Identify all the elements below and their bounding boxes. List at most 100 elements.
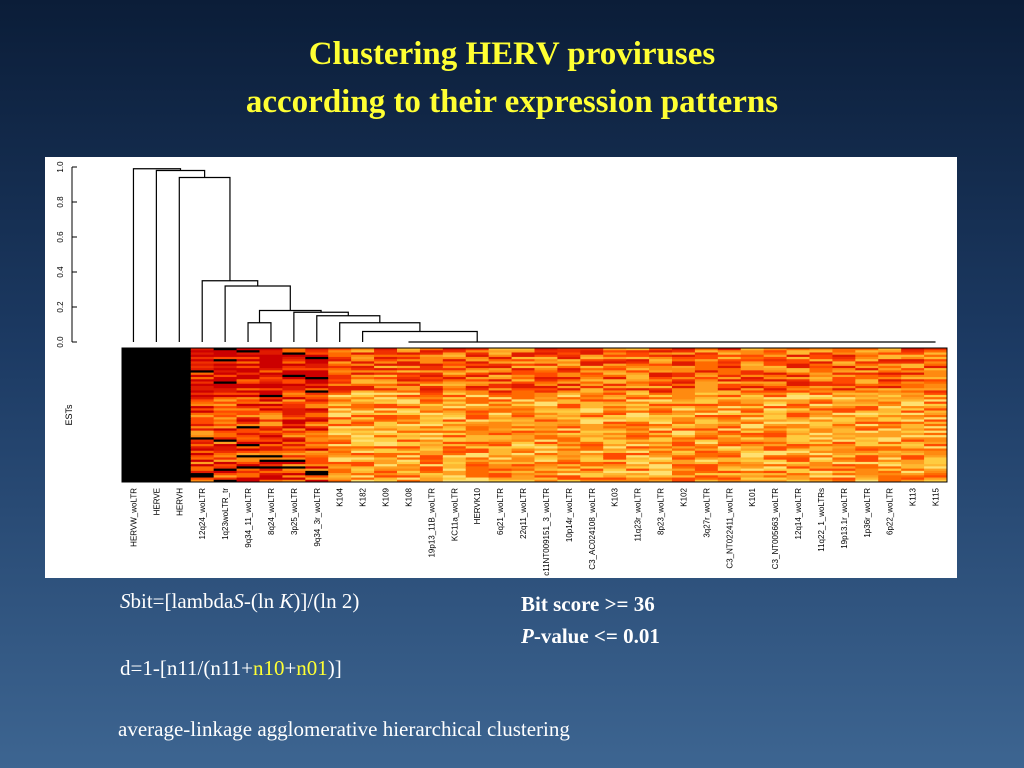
heatmap-cell bbox=[442, 477, 467, 481]
formula-part: d=1-[n11/(n11+ bbox=[120, 656, 253, 680]
heatmap-cell bbox=[351, 381, 375, 385]
heatmap-cell bbox=[374, 439, 398, 443]
heatmap-cell bbox=[786, 403, 810, 407]
heatmap-cell bbox=[305, 372, 329, 376]
heatmap-cell bbox=[122, 408, 146, 412]
heatmap-cell bbox=[832, 403, 856, 407]
heatmap-cell bbox=[557, 426, 581, 429]
heatmap-cell bbox=[442, 394, 467, 398]
heatmap-cell bbox=[649, 430, 673, 434]
heatmap-cell bbox=[305, 412, 329, 416]
heatmap-cell bbox=[144, 457, 169, 461]
heatmap-cell bbox=[740, 461, 765, 465]
heatmap-cell bbox=[717, 354, 742, 358]
heatmap-cell bbox=[580, 464, 604, 467]
heatmap-cell bbox=[167, 356, 192, 360]
heatmap-cell bbox=[901, 441, 925, 445]
heatmap-cell bbox=[374, 385, 398, 389]
heatmap-cell bbox=[122, 475, 146, 479]
heatmap-cell bbox=[901, 459, 925, 463]
heatmap-cell bbox=[419, 394, 444, 398]
heatmap-cell bbox=[328, 428, 352, 432]
heatmap-cell bbox=[557, 354, 581, 358]
heatmap-cell bbox=[832, 450, 856, 454]
heatmap-cell bbox=[763, 397, 788, 400]
heatmap-cell bbox=[878, 439, 902, 443]
heatmap-cell bbox=[305, 419, 329, 423]
heatmap-cell bbox=[282, 428, 306, 432]
heatmap-cell bbox=[557, 473, 581, 476]
heatmap-cell bbox=[351, 439, 375, 443]
heatmap-cell bbox=[511, 455, 535, 458]
heatmap-cell bbox=[167, 352, 192, 356]
heatmap-cell bbox=[832, 392, 856, 396]
heatmap-cell bbox=[626, 370, 650, 374]
heatmap-cell bbox=[442, 392, 467, 396]
heatmap-cell bbox=[511, 394, 535, 398]
heatmap-cell bbox=[190, 446, 215, 449]
heatmap-cell bbox=[534, 473, 558, 476]
heatmap-cell bbox=[419, 446, 444, 449]
heatmap-cell bbox=[465, 374, 490, 378]
heatmap-cell bbox=[534, 450, 558, 454]
heatmap-cell bbox=[213, 466, 238, 470]
heatmap-cell bbox=[694, 410, 719, 414]
heatmap-cell bbox=[786, 410, 810, 414]
dendrogram-axis-tick-label: 0.2 bbox=[56, 301, 65, 313]
heatmap-cell bbox=[786, 363, 810, 367]
heatmap-cell bbox=[213, 368, 238, 371]
heatmap-cell bbox=[901, 397, 925, 400]
heatmap-cell bbox=[259, 468, 283, 472]
heatmap-cell bbox=[351, 421, 375, 425]
heatmap-cell bbox=[580, 379, 604, 382]
heatmap-cell bbox=[924, 361, 948, 365]
heatmap-cell bbox=[580, 374, 604, 378]
slide-title-line-2: according to their expression patterns bbox=[245, 84, 779, 120]
heatmap-cell bbox=[465, 444, 490, 447]
heatmap-cell bbox=[672, 415, 696, 418]
heatmap-cell bbox=[397, 455, 421, 458]
heatmap-cell bbox=[740, 372, 765, 376]
heatmap-cell bbox=[557, 377, 581, 380]
heatmap-cell bbox=[649, 437, 673, 441]
heatmap-cell bbox=[488, 477, 513, 481]
heatmap-cell bbox=[419, 379, 444, 382]
heatmap-cell bbox=[534, 392, 558, 396]
heatmap-cell bbox=[397, 388, 421, 391]
heatmap-cell bbox=[190, 441, 215, 445]
heatmap-cell bbox=[603, 401, 627, 405]
heatmap-cell bbox=[488, 417, 513, 420]
heatmap-cell bbox=[213, 457, 238, 461]
heatmap-cell bbox=[924, 348, 948, 351]
heatmap-cell bbox=[557, 468, 581, 472]
heatmap-cell bbox=[122, 388, 146, 391]
heatmap-cell bbox=[649, 348, 673, 351]
heatmap-cell bbox=[763, 385, 788, 389]
heatmap-cell bbox=[649, 406, 673, 409]
heatmap-cell bbox=[924, 383, 948, 387]
heatmap-cell bbox=[144, 452, 169, 456]
heatmap-cell bbox=[878, 392, 902, 396]
heatmap-cell bbox=[832, 410, 856, 414]
heatmap-cell bbox=[557, 356, 581, 360]
heatmap-cell bbox=[924, 455, 948, 458]
heatmap-cell bbox=[717, 464, 742, 467]
heatmap-cell bbox=[557, 430, 581, 434]
heatmap-cell bbox=[442, 381, 467, 385]
heatmap-cell bbox=[282, 388, 306, 391]
heatmap-cell bbox=[649, 441, 673, 445]
heatmap-cell bbox=[374, 374, 398, 378]
heatmap-cell bbox=[259, 437, 283, 441]
heatmap-cell bbox=[236, 437, 260, 441]
heatmap-cell bbox=[419, 352, 444, 356]
heatmap-cell bbox=[442, 374, 467, 378]
heatmap-cell bbox=[626, 383, 650, 387]
heatmap-cell bbox=[328, 363, 352, 367]
heatmap-cell bbox=[282, 455, 306, 458]
heatmap-cell bbox=[924, 468, 948, 472]
heatmap-cell bbox=[717, 470, 742, 474]
heatmap-cell bbox=[763, 415, 788, 418]
heatmap-cell bbox=[122, 350, 146, 353]
heatmap-cell bbox=[786, 415, 810, 418]
heatmap-cell bbox=[694, 423, 719, 427]
